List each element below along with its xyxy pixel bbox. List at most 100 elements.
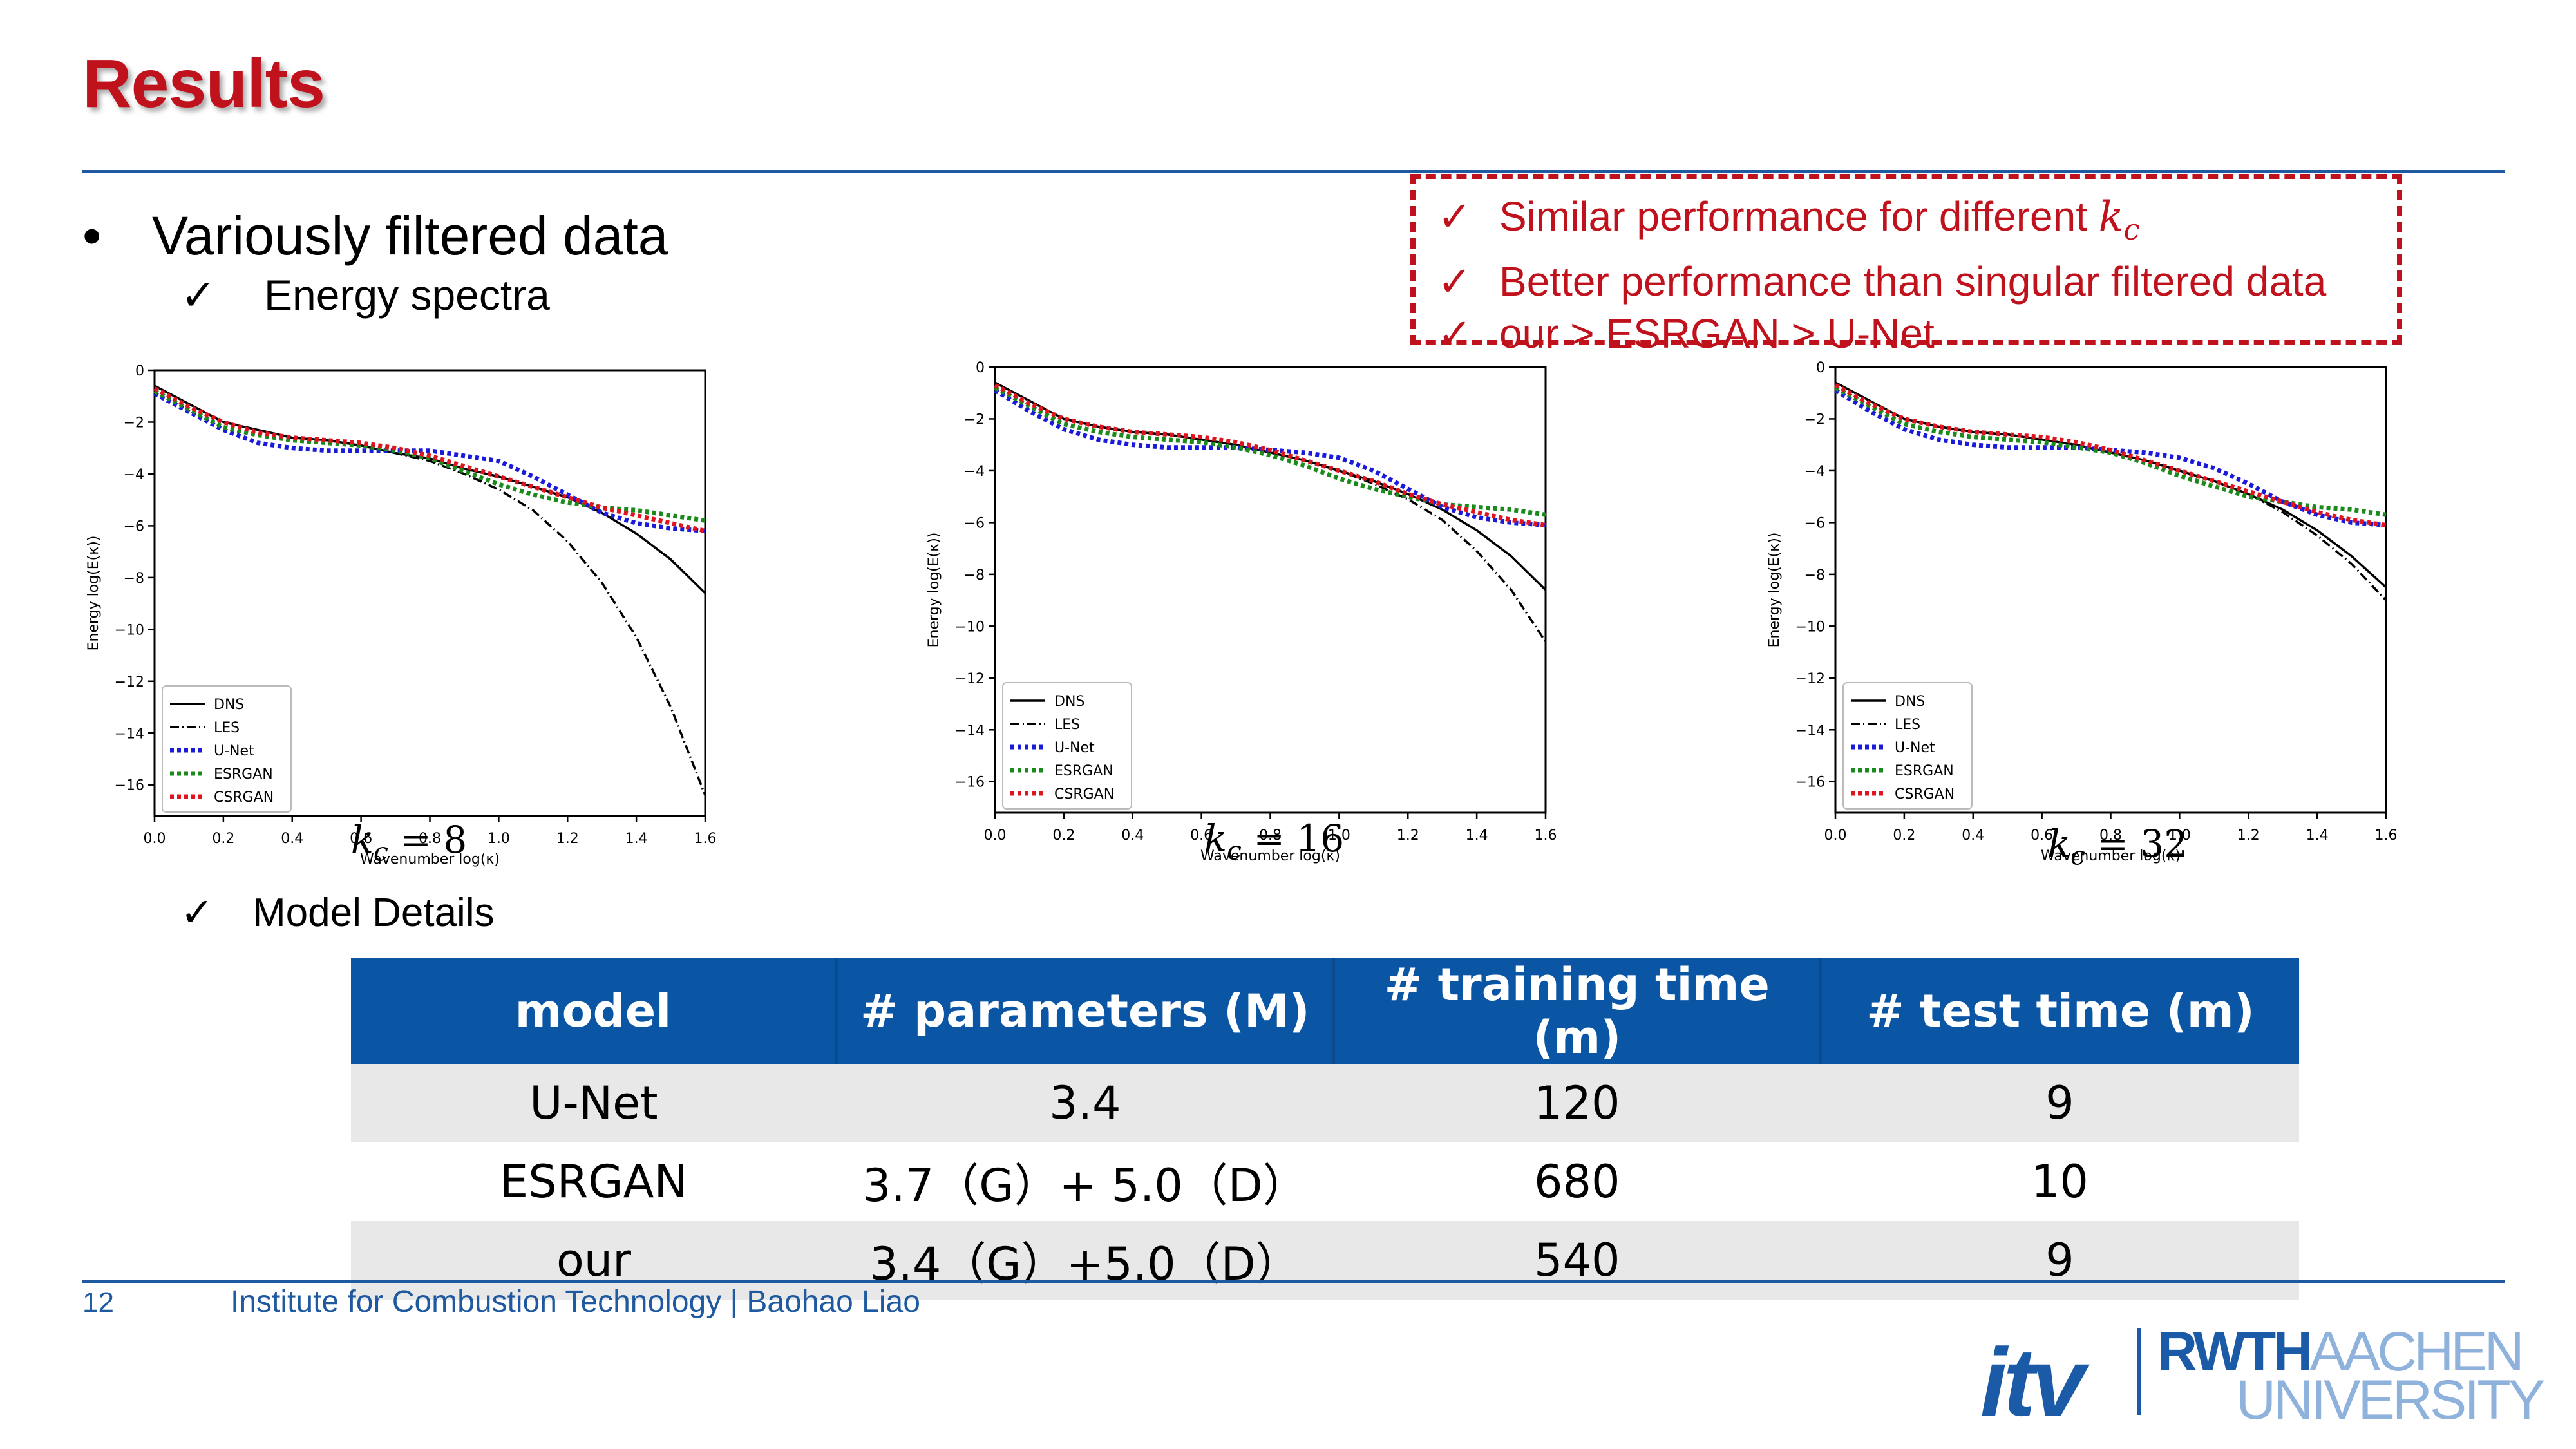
table-cell: 120 bbox=[1333, 1064, 1821, 1142]
table-cell: 9 bbox=[1820, 1221, 2299, 1300]
x-axis-label: Wavenumber log(κ) bbox=[2041, 848, 2181, 864]
y-tick-label: −14 bbox=[1795, 723, 1825, 739]
check-icon: ✓ bbox=[180, 271, 216, 319]
page-title: Results bbox=[82, 46, 325, 122]
legend-label: U-Net bbox=[1895, 740, 1935, 756]
page-number: 12 bbox=[82, 1287, 114, 1318]
x-tick-label: 0.4 bbox=[1121, 828, 1144, 844]
y-tick-label: −16 bbox=[115, 778, 144, 794]
energy-spectra-item: ✓ Energy spectra bbox=[180, 270, 550, 320]
x-tick-label: 1.4 bbox=[1466, 828, 1488, 844]
y-tick-label: −12 bbox=[955, 671, 985, 687]
legend-label: ESRGAN bbox=[1054, 763, 1113, 779]
table-cell: 3.4 bbox=[836, 1064, 1334, 1142]
footer-text: Institute for Combustion Technology | Ba… bbox=[231, 1285, 920, 1319]
legend-label: ESRGAN bbox=[1895, 763, 1954, 779]
legend-label: LES bbox=[214, 720, 240, 736]
series-line-csrgan bbox=[1834, 383, 2387, 527]
table-cell: 3.7（G）+ 5.0（D） bbox=[862, 1159, 1308, 1212]
x-tick-label: 0.0 bbox=[1824, 828, 1847, 844]
y-tick-label: −8 bbox=[124, 571, 144, 587]
series-line-unet bbox=[153, 392, 706, 533]
x-tick-label: 0.2 bbox=[1052, 828, 1075, 844]
legend-label: U-Net bbox=[214, 743, 254, 759]
x-tick-label: 1.6 bbox=[1535, 828, 1557, 844]
y-tick-label: −16 bbox=[1795, 775, 1825, 791]
x-tick-label: 1.2 bbox=[1397, 828, 1419, 844]
x-axis-label: Wavenumber log(κ) bbox=[1200, 848, 1340, 864]
column-header: # test time (m) bbox=[1820, 958, 2299, 1064]
energy-spectra-label: Energy spectra bbox=[264, 271, 550, 319]
table-cell: 540 bbox=[1333, 1221, 1821, 1300]
callout-math: kc bbox=[2098, 193, 2140, 247]
legend-label: CSRGAN bbox=[214, 790, 274, 806]
legend-label: CSRGAN bbox=[1895, 786, 1955, 802]
y-tick-label: −4 bbox=[124, 467, 144, 483]
legend-label: DNS bbox=[214, 697, 244, 713]
x-tick-label: 0.8 bbox=[2099, 828, 2122, 844]
model-table: model # parameters (M) # training time (… bbox=[351, 958, 2299, 1300]
bullet-mark: • bbox=[82, 205, 102, 266]
x-tick-label: 0.2 bbox=[212, 831, 234, 847]
y-tick-label: −8 bbox=[1804, 567, 1825, 583]
legend-box bbox=[1002, 682, 1132, 810]
x-tick-label: 1.2 bbox=[2237, 828, 2260, 844]
table-cell: our bbox=[351, 1221, 837, 1300]
y-tick-label: −4 bbox=[1804, 464, 1825, 480]
energy-spectrum-chart-kc8: 0.0 0.2 0.4 0.6 0.8 1.0 1.2 1.4 1.6 0 −2 −4 −6 −8 −10 −… bbox=[86, 363, 717, 867]
y-axis-label: Energy log(E(κ)) bbox=[1766, 533, 1783, 648]
x-tick-label: 1.4 bbox=[625, 831, 648, 847]
y-tick-label: −16 bbox=[955, 775, 985, 791]
check-icon: ✓ bbox=[1437, 193, 1472, 240]
legend-box bbox=[1842, 682, 1973, 810]
column-header: model bbox=[351, 958, 838, 1064]
x-tick-label: 0.8 bbox=[1259, 828, 1282, 844]
rwth-logo: RWTHAACHEN bbox=[2157, 1320, 2524, 1384]
y-tick-label: −12 bbox=[1795, 671, 1825, 687]
x-tick-label: 1.6 bbox=[694, 831, 717, 847]
legend-label: LES bbox=[1054, 717, 1080, 733]
legend-label: DNS bbox=[1054, 694, 1084, 710]
callout-text: Better performance than singular filtere… bbox=[1499, 258, 2327, 305]
x-tick-label: 1.0 bbox=[2168, 828, 2191, 844]
caption-kc16: kc = 16 bbox=[1204, 817, 1345, 866]
check-icon: ✓ bbox=[1437, 310, 1472, 357]
y-tick-label: −2 bbox=[964, 412, 985, 428]
table-cell: U-Net bbox=[351, 1064, 837, 1142]
x-tick-label: 0.0 bbox=[144, 831, 166, 847]
rwth-logo-text: RWTH bbox=[2157, 1321, 2313, 1383]
x-tick-label: 0.4 bbox=[1962, 828, 1984, 844]
legend-label: U-Net bbox=[1054, 740, 1095, 756]
series-line-csrgan bbox=[994, 383, 1546, 527]
caption-kc32: kc = 32 bbox=[2048, 822, 2188, 871]
callout-item: ✓ Better performance than singular filter… bbox=[1437, 256, 2397, 308]
legend-label: CSRGAN bbox=[1054, 786, 1114, 802]
y-tick-label: 0 bbox=[1816, 360, 1825, 376]
y-axis-label: Energy log(E(κ)) bbox=[926, 533, 942, 648]
table-row: U-Net 3.4 120 9 bbox=[351, 1064, 2299, 1142]
main-bullet: • Variously filtered data bbox=[82, 205, 668, 267]
itv-logo: itv bbox=[1980, 1328, 2085, 1436]
check-icon: ✓ bbox=[1437, 258, 1472, 305]
x-tick-label: 0.2 bbox=[1893, 828, 1915, 844]
table-cell: ESRGAN bbox=[500, 1155, 688, 1208]
y-tick-label: −14 bbox=[115, 726, 144, 742]
x-tick-label: 1.4 bbox=[2306, 828, 2329, 844]
callout-item: ✓ Similar performance for different kc bbox=[1437, 191, 2397, 256]
energy-spectrum-chart-kc32: 0.0 0.2 0.4 0.6 0.8 1.0 1.2 1.4 1.6 0 −2 −4 −6 −8 −10 −… bbox=[1766, 360, 2398, 864]
y-tick-label: 0 bbox=[976, 360, 985, 376]
x-tick-label: 0.6 bbox=[2031, 828, 2053, 844]
legend-label: ESRGAN bbox=[214, 766, 273, 782]
table-cell: 10 bbox=[2031, 1155, 2088, 1208]
x-tick-label: 0.6 bbox=[350, 831, 372, 847]
x-tick-label: 1.2 bbox=[556, 831, 579, 847]
x-tick-label: 0.6 bbox=[1190, 828, 1213, 844]
legend-label: LES bbox=[1895, 717, 1920, 733]
x-tick-label: 0.0 bbox=[984, 828, 1007, 844]
y-tick-label: −6 bbox=[1804, 515, 1825, 531]
table-header-row: model # parameters (M) # training time (… bbox=[351, 958, 2299, 1064]
y-tick-label: −8 bbox=[964, 567, 985, 583]
x-tick-label: 1.6 bbox=[2375, 828, 2398, 844]
caption-kc8: kc = 8 bbox=[351, 818, 468, 867]
y-tick-label: 0 bbox=[135, 363, 144, 379]
